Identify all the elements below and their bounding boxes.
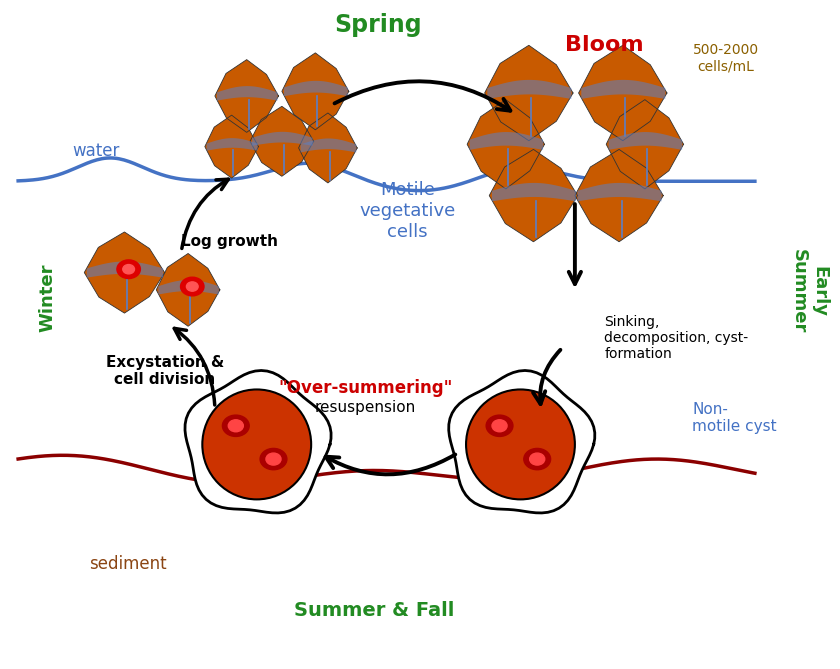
Circle shape bbox=[181, 277, 204, 296]
Circle shape bbox=[486, 415, 513, 436]
Ellipse shape bbox=[202, 389, 311, 499]
Circle shape bbox=[117, 260, 140, 278]
FancyArrowPatch shape bbox=[334, 82, 511, 110]
Polygon shape bbox=[606, 100, 684, 189]
Text: Early
Summer: Early Summer bbox=[790, 249, 829, 333]
Polygon shape bbox=[185, 371, 331, 513]
Circle shape bbox=[186, 282, 198, 291]
Polygon shape bbox=[298, 113, 357, 183]
Text: "Over-summering": "Over-summering" bbox=[278, 379, 453, 397]
FancyArrowPatch shape bbox=[174, 328, 215, 405]
Polygon shape bbox=[575, 149, 664, 242]
Polygon shape bbox=[156, 254, 220, 326]
Polygon shape bbox=[467, 100, 544, 189]
FancyArrowPatch shape bbox=[569, 204, 581, 284]
Polygon shape bbox=[449, 371, 595, 513]
FancyArrowPatch shape bbox=[533, 350, 560, 404]
Text: Excystation &
cell division: Excystation & cell division bbox=[106, 355, 223, 387]
Polygon shape bbox=[489, 149, 578, 242]
Circle shape bbox=[123, 264, 134, 274]
Text: Non-
motile cyst: Non- motile cyst bbox=[692, 401, 777, 434]
Text: sediment: sediment bbox=[89, 555, 167, 573]
Text: water: water bbox=[72, 142, 120, 161]
Polygon shape bbox=[215, 60, 279, 132]
Polygon shape bbox=[485, 45, 573, 140]
Text: Summer & Fall: Summer & Fall bbox=[294, 601, 454, 620]
Polygon shape bbox=[282, 53, 349, 130]
FancyArrowPatch shape bbox=[181, 179, 228, 248]
Polygon shape bbox=[250, 106, 313, 176]
Text: 500-2000
cells/mL: 500-2000 cells/mL bbox=[692, 43, 759, 73]
Circle shape bbox=[266, 453, 281, 465]
FancyArrowPatch shape bbox=[326, 454, 455, 474]
Text: Motile
vegetative
cells: Motile vegetative cells bbox=[360, 181, 455, 241]
Text: Spring: Spring bbox=[334, 13, 422, 37]
Text: Bloom: Bloom bbox=[564, 35, 643, 55]
Text: Sinking,
decomposition, cyst-
formation: Sinking, decomposition, cyst- formation bbox=[604, 314, 748, 361]
Text: Log growth: Log growth bbox=[181, 233, 278, 249]
Polygon shape bbox=[205, 115, 259, 178]
Polygon shape bbox=[84, 232, 165, 313]
Ellipse shape bbox=[466, 389, 575, 499]
Circle shape bbox=[223, 415, 249, 436]
Circle shape bbox=[228, 419, 244, 432]
Text: resuspension: resuspension bbox=[315, 400, 416, 415]
Circle shape bbox=[492, 419, 507, 432]
Polygon shape bbox=[579, 45, 667, 140]
Text: Winter: Winter bbox=[39, 264, 56, 332]
Circle shape bbox=[524, 448, 550, 470]
Circle shape bbox=[530, 453, 545, 465]
Circle shape bbox=[260, 448, 287, 470]
